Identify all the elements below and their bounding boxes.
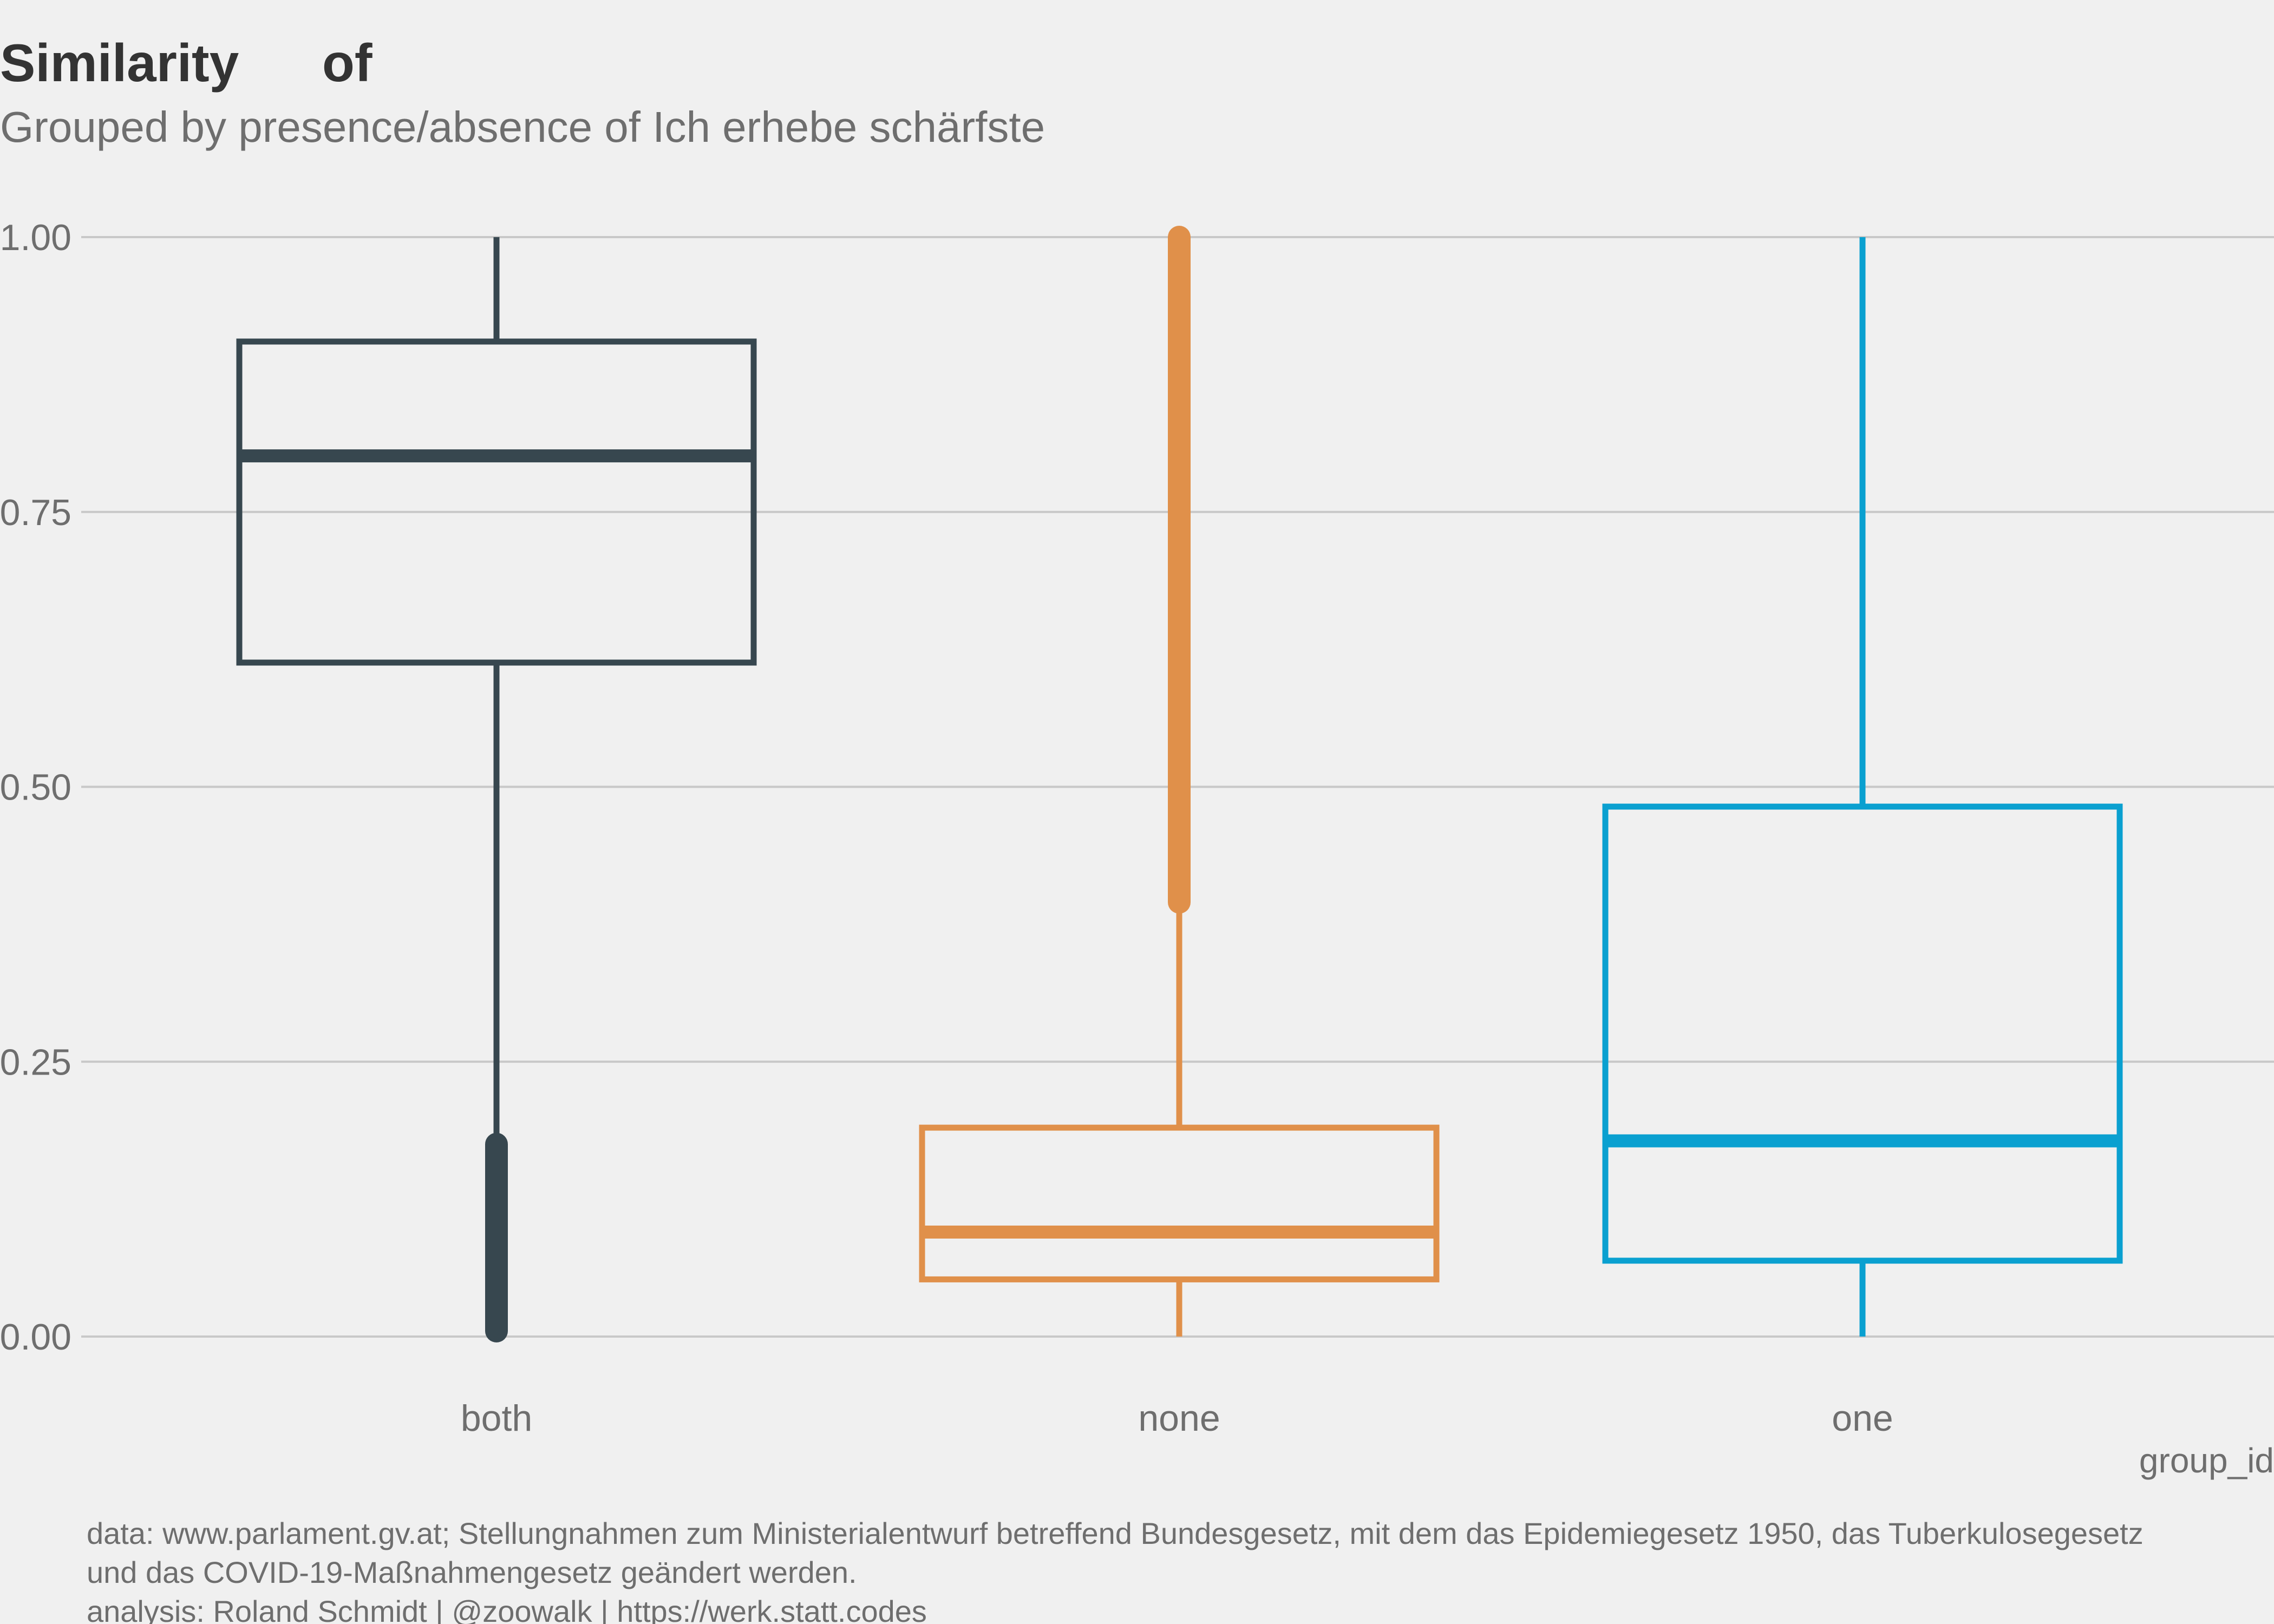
y-axis-tick-labels: 0.00 0.25 0.50 0.75 1.00 bbox=[0, 217, 71, 1358]
box-group-both bbox=[236, 237, 757, 1343]
chart-title-word-2: of bbox=[322, 33, 373, 93]
caption-line-2: analysis: Roland Schmidt | @zoowalk | ht… bbox=[87, 1594, 927, 1624]
chart-title-word-1: Similarity bbox=[0, 33, 239, 93]
x-tick-label-none: none bbox=[1138, 1398, 1220, 1439]
caption: data: www.parlament.gv.at; Stellungnahme… bbox=[87, 1516, 2144, 1624]
y-tick-label-2: 0.50 bbox=[0, 767, 71, 808]
y-tick-label-4: 1.00 bbox=[0, 217, 71, 258]
box-iqr-both bbox=[236, 338, 757, 666]
box-iqr-one bbox=[1602, 803, 2123, 1264]
x-axis-title: group_id bbox=[2139, 1441, 2274, 1480]
box-group-one bbox=[1602, 237, 2123, 1337]
box-group-none bbox=[919, 226, 1440, 1337]
boxes bbox=[236, 226, 2123, 1343]
x-tick-label-one: one bbox=[1832, 1398, 1893, 1439]
y-tick-label-0: 0.00 bbox=[0, 1317, 71, 1358]
chart-subtitle: Grouped by presence/absence of Ich erheb… bbox=[0, 103, 1045, 151]
y-tick-label-1: 0.25 bbox=[0, 1042, 71, 1083]
caption-line-1: und das COVID-19-Maßnahmengesetz geänder… bbox=[87, 1555, 857, 1589]
box-iqr-none bbox=[919, 1124, 1440, 1282]
x-tick-label-both: both bbox=[461, 1398, 532, 1439]
caption-line-0: data: www.parlament.gv.at; Stellungnahme… bbox=[87, 1516, 2144, 1550]
y-tick-label-3: 0.75 bbox=[0, 492, 71, 533]
x-axis-tick-labels: both none one bbox=[461, 1398, 1893, 1439]
